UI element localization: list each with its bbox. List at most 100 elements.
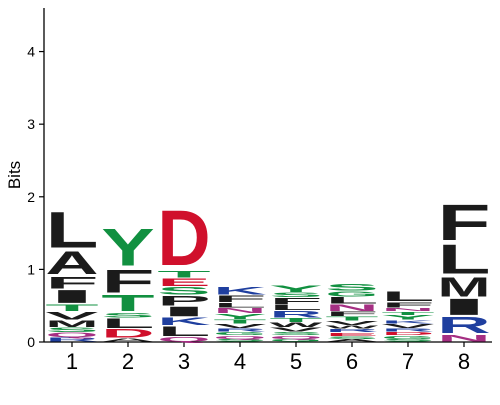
- logo-letter-Y: Y: [101, 219, 154, 278]
- logo-letter-G: G: [213, 331, 266, 336]
- logo-letter-Q: Q: [213, 335, 266, 340]
- logo-letter-T: T: [45, 303, 98, 313]
- logo-letter-L: L: [381, 289, 434, 304]
- logo-letter-G: G: [269, 338, 322, 342]
- logo-letter-R: R: [213, 327, 266, 332]
- logo-letter-L: L: [45, 202, 98, 259]
- logo-letter-G: G: [325, 290, 378, 298]
- x-tick-label: 5: [290, 349, 302, 374]
- logo-letter-E: E: [157, 276, 210, 288]
- logo-letter-N: N: [213, 307, 266, 315]
- y-tick-label: 1: [27, 261, 35, 277]
- logo-letter-G: G: [381, 335, 434, 340]
- logo-letter-T: T: [213, 318, 267, 324]
- logo-letter-L: L: [101, 316, 154, 331]
- logo-letter-T: T: [157, 269, 210, 279]
- logo-letter-S: S: [269, 291, 322, 298]
- x-tick-label: 8: [458, 349, 470, 374]
- logo-letter-A: A: [101, 338, 154, 343]
- y-axis: 0 1 2 3 4: [27, 8, 45, 350]
- logo-letter-S: S: [325, 282, 378, 292]
- logo-letter-S: S: [101, 312, 154, 319]
- logo-letter-T: T: [269, 317, 323, 323]
- logo-letter-I: I: [437, 294, 490, 320]
- y-axis-label: Bits: [5, 161, 24, 189]
- logo-letter-P: P: [157, 293, 210, 309]
- logo-letter-M: M: [45, 318, 98, 328]
- logo-letter-R: R: [381, 327, 434, 332]
- logo-letter-Q: Q: [45, 331, 98, 338]
- x-tick-label: 2: [122, 349, 134, 374]
- logo-letter-N: N: [437, 333, 490, 343]
- logo-letter-W: W: [269, 321, 322, 328]
- logo-letter-R: R: [437, 312, 490, 338]
- logo-letter-W: W: [325, 325, 379, 330]
- logo-letter-T: T: [325, 316, 379, 322]
- logo-letter-Y: Y: [213, 312, 266, 320]
- logo-letter-S: S: [381, 338, 434, 342]
- logo-letter-F: F: [437, 194, 490, 251]
- logo-letter-V: V: [325, 320, 379, 326]
- x-tick-label: 6: [346, 349, 358, 374]
- logo-letter-S: S: [157, 285, 210, 297]
- logo-letter-F: F: [381, 301, 434, 309]
- logo-letter-V: V: [213, 323, 267, 329]
- logo-letter-T: T: [381, 311, 434, 316]
- y-tick-label: 2: [27, 189, 35, 205]
- logo-letter-V: V: [269, 326, 323, 332]
- logo-letter-N: N: [325, 303, 378, 313]
- logo-letter-F: F: [45, 274, 98, 293]
- logo-letter-K: K: [381, 319, 435, 324]
- logo-letter-Q: Q: [157, 336, 210, 343]
- logo-letter-V: V: [45, 310, 98, 322]
- logo-letter-I: I: [157, 304, 210, 320]
- logo-letter-A: A: [325, 338, 378, 342]
- logo-letter-M: M: [437, 272, 490, 303]
- logo-letter-R: R: [269, 309, 322, 319]
- logo-letter-K: K: [157, 315, 210, 327]
- logo-letter-L: L: [437, 236, 490, 282]
- logo-letter-S: S: [325, 335, 378, 339]
- logo-letter-I: I: [45, 286, 98, 307]
- logo-letter-D: D: [101, 327, 154, 340]
- logo-letter-F: F: [269, 296, 322, 306]
- logo-stacks: RQSMVTIFALADLSTFYQLKIPSETDSQGRVTYNLFKGQS…: [45, 194, 490, 343]
- logo-letter-F: F: [325, 310, 378, 317]
- logo-letter-R: R: [45, 337, 98, 343]
- logo-letter-F: F: [213, 294, 266, 304]
- logo-letter-A: A: [45, 245, 98, 281]
- logo-letter-S: S: [213, 338, 266, 342]
- logo-letter-D: D: [157, 195, 210, 283]
- logo-letter-K: K: [213, 285, 266, 297]
- logo-letter-F: F: [101, 263, 154, 299]
- logo-letter-L: L: [269, 304, 322, 312]
- logo-letter-D: D: [381, 331, 434, 336]
- x-tick-label: 7: [402, 349, 414, 374]
- logo-letter-L: L: [157, 324, 210, 339]
- x-axis: 1 2 3 4 5 6 7 8: [44, 341, 492, 374]
- logo-letter-S: S: [45, 326, 98, 333]
- x-tick-label: 1: [66, 349, 78, 374]
- logo-letter-L: L: [213, 302, 266, 309]
- logo-letter-T: T: [101, 290, 154, 316]
- logo-letter-Q: Q: [269, 335, 322, 340]
- x-tick-label: 3: [178, 349, 190, 374]
- logo-letter-N: N: [381, 307, 434, 312]
- logo-letter-E: E: [325, 332, 378, 337]
- logo-letter-L: L: [325, 295, 378, 305]
- y-tick-label: 0: [27, 334, 35, 350]
- x-tick-label: 4: [234, 349, 246, 374]
- y-tick-label: 3: [27, 116, 35, 132]
- logo-letter-Y: Y: [381, 314, 434, 321]
- logo-letter-Y: Y: [269, 284, 322, 294]
- logo-letter-S: S: [269, 331, 322, 336]
